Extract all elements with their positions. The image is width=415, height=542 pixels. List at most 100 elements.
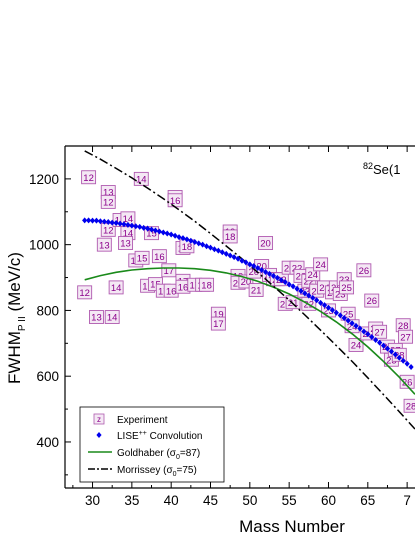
lise-point [188, 237, 194, 244]
lise-point [278, 277, 284, 284]
experiment-label: 28 [406, 401, 415, 412]
y-tick-label: 800 [36, 303, 59, 318]
legend-lise-rest: Convolution [147, 431, 203, 442]
experiment-marker [339, 280, 355, 295]
experiment-label: 16 [178, 282, 189, 293]
experiment-marker [372, 324, 388, 339]
y-tick-label: 1200 [29, 172, 59, 187]
experiment-point: 27 [372, 324, 388, 339]
experiment-label: 16 [142, 281, 153, 292]
lise-point [219, 249, 225, 256]
experiment-label: 13 [99, 240, 110, 251]
lise-point [345, 317, 351, 324]
lise-point [274, 274, 280, 281]
experiment-marker [348, 338, 364, 352]
experiment-point: 12 [100, 194, 116, 209]
lise-point [314, 297, 320, 304]
lise-point [282, 279, 288, 286]
experiment-marker [399, 374, 415, 389]
y-tick-label: 400 [36, 435, 59, 450]
experiment-point: 14 [133, 171, 149, 186]
lise-point [255, 265, 261, 272]
lise-point [125, 221, 131, 228]
experiment-label: 20 [233, 278, 244, 289]
experiment-label: 23 [296, 271, 307, 282]
experiment-label: 23 [323, 306, 334, 317]
lise-point [396, 354, 402, 361]
morrissey-line [84, 150, 415, 430]
experiment-label: 26 [402, 377, 413, 388]
experiment-point: 12 [81, 170, 97, 185]
experiment-marker [403, 398, 415, 413]
legend-goldhaber-post: =87) [180, 448, 200, 459]
legend-goldhaber-sub: 0 [176, 454, 180, 461]
lise-point [321, 302, 328, 309]
experiment-point: 14 [108, 280, 124, 295]
experiment-label: 24 [347, 322, 358, 333]
experiment-label: 16 [154, 252, 165, 263]
lise-point [294, 285, 300, 292]
experiment-label: 13 [103, 188, 114, 199]
lise-point [180, 235, 186, 242]
experiment-label: 12 [103, 225, 114, 236]
experiment-point: 21 [248, 283, 264, 297]
experiment-point: 25 [339, 280, 355, 295]
experiment-marker [81, 170, 97, 185]
experiment-label: 15 [150, 280, 161, 291]
lise-point [353, 322, 359, 329]
lise-point [211, 246, 218, 253]
experiment-label: 20 [241, 277, 252, 288]
experiment-label: 19 [213, 309, 224, 320]
legend-morrissey-label: Morrissey (σ0=75) [117, 465, 197, 478]
experiment-point: 14 [120, 211, 136, 226]
y-tick-label: 1000 [29, 238, 59, 253]
lise-point [133, 223, 139, 230]
lise-point [380, 342, 387, 349]
experiment-marker [222, 229, 238, 244]
legend-lise-label: LISE++ Convolution [117, 430, 202, 442]
experiment-label: 15 [146, 229, 157, 240]
experiment-label: 16 [166, 286, 177, 297]
experiment-marker [89, 310, 104, 324]
experiment-label: 25 [343, 309, 354, 320]
experiment-label: 13 [91, 313, 102, 324]
experiment-label: 20 [260, 239, 271, 250]
experiment-label: 17 [213, 319, 224, 330]
lise-point [101, 218, 107, 225]
lise-point [298, 288, 304, 295]
lise-point [117, 220, 123, 227]
lise-point [388, 348, 395, 355]
lise-point [251, 263, 257, 270]
x-tick-label: 30 [85, 493, 100, 508]
lise-point [400, 357, 406, 364]
lise-point [266, 270, 273, 277]
reaction-annotation: 82Se(1 [363, 161, 400, 177]
experiment-marker [151, 249, 167, 264]
legend-lise-marker [96, 432, 102, 438]
experiment-point: 17 [161, 263, 177, 278]
legend-morrissey-pre: Morrissey (σ [117, 465, 173, 476]
lise-point [349, 320, 355, 327]
experiment-marker [77, 285, 93, 300]
experiment-label: 28 [398, 321, 409, 332]
experiment-point: 21 [285, 295, 301, 310]
legend: z Experiment LISE++ Convolution Goldhaber (… [79, 406, 225, 483]
lise-point [129, 222, 135, 229]
experiment-point: 24 [313, 257, 329, 272]
x-tick-label: 40 [164, 493, 179, 508]
experiment-marker [118, 236, 134, 250]
experiment-point: 14 [104, 310, 120, 324]
experiment-marker [100, 194, 116, 209]
lise-point [105, 218, 111, 225]
experiment-label: 14 [123, 214, 134, 225]
experiment-marker [134, 250, 150, 265]
x-tick-label: 60 [321, 493, 336, 508]
lise-point [196, 240, 202, 247]
lise-point [235, 255, 241, 262]
experiment-marker [199, 277, 215, 292]
lise-point [337, 312, 343, 319]
experiment-marker [96, 237, 112, 252]
experiment-label: 24 [315, 260, 326, 271]
